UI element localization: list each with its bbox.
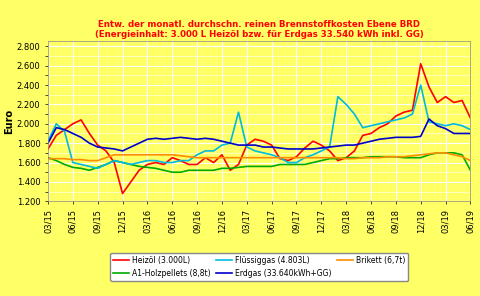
Title: Entw. der monatl. durchschn. reinen Brennstoffkosten Ebene BRD
(Energieinhalt: 3: Entw. der monatl. durchschn. reinen Bren… xyxy=(95,20,423,39)
Heizöl (3.000L) xyxy=(252,138,258,141)
A1-Holzpellets (8,8t) xyxy=(277,163,283,166)
A1-Holzpellets (8,8t) xyxy=(252,165,258,168)
Heizöl (3.000L) xyxy=(78,118,84,122)
Line: A1-Holzpellets (8,8t): A1-Holzpellets (8,8t) xyxy=(48,153,470,172)
Flüssiggas (4.803L) xyxy=(418,83,423,87)
Erdgas (33.640kWh+GG) xyxy=(468,132,473,135)
Brikett (6,7t) xyxy=(86,159,92,163)
Erdgas (33.640kWh+GG) xyxy=(310,147,316,151)
Brikett (6,7t) xyxy=(45,157,51,160)
Heizöl (3.000L) xyxy=(310,139,316,143)
Line: Brikett (6,7t): Brikett (6,7t) xyxy=(48,153,470,161)
Brikett (6,7t) xyxy=(78,158,84,161)
A1-Holzpellets (8,8t) xyxy=(327,157,333,160)
Erdgas (33.640kWh+GG) xyxy=(120,149,125,153)
Erdgas (33.640kWh+GG) xyxy=(426,117,432,121)
Brikett (6,7t) xyxy=(203,156,208,160)
Heizöl (3.000L) xyxy=(45,147,51,151)
A1-Holzpellets (8,8t) xyxy=(310,161,316,164)
Brikett (6,7t) xyxy=(468,159,473,163)
Flüssiggas (4.803L) xyxy=(327,145,333,149)
Erdgas (33.640kWh+GG) xyxy=(45,141,51,145)
Flüssiggas (4.803L) xyxy=(277,156,283,160)
Erdgas (33.640kWh+GG) xyxy=(203,136,208,140)
Heizöl (3.000L) xyxy=(120,192,125,195)
Brikett (6,7t) xyxy=(277,156,283,160)
A1-Holzpellets (8,8t) xyxy=(45,156,51,160)
Heizöl (3.000L) xyxy=(468,116,473,120)
Heizöl (3.000L) xyxy=(203,156,208,160)
Heizöl (3.000L) xyxy=(418,62,423,65)
Flüssiggas (4.803L) xyxy=(310,153,316,157)
Brikett (6,7t) xyxy=(327,156,333,160)
Brikett (6,7t) xyxy=(252,156,258,160)
Flüssiggas (4.803L) xyxy=(252,149,258,153)
Y-axis label: Euro: Euro xyxy=(4,109,14,134)
A1-Holzpellets (8,8t) xyxy=(434,151,440,155)
Erdgas (33.640kWh+GG) xyxy=(78,136,84,139)
Line: Flüssiggas (4.803L): Flüssiggas (4.803L) xyxy=(48,85,470,168)
A1-Holzpellets (8,8t) xyxy=(78,167,84,170)
Flüssiggas (4.803L) xyxy=(78,163,84,166)
Flüssiggas (4.803L) xyxy=(95,167,101,170)
Brikett (6,7t) xyxy=(434,151,440,155)
Flüssiggas (4.803L) xyxy=(203,149,208,153)
Erdgas (33.640kWh+GG) xyxy=(277,146,283,150)
Erdgas (33.640kWh+GG) xyxy=(327,145,333,149)
Flüssiggas (4.803L) xyxy=(45,139,51,143)
Flüssiggas (4.803L) xyxy=(468,128,473,131)
Line: Heizöl (3.000L): Heizöl (3.000L) xyxy=(48,64,470,194)
Brikett (6,7t) xyxy=(310,156,316,160)
Legend: Heizöl (3.000L), A1-Holzpellets (8,8t), Flüssiggas (4.803L), Erdgas (33.640kWh+G: Heizöl (3.000L), A1-Holzpellets (8,8t), … xyxy=(110,253,408,281)
A1-Holzpellets (8,8t) xyxy=(203,168,208,172)
Line: Erdgas (33.640kWh+GG): Erdgas (33.640kWh+GG) xyxy=(48,119,470,151)
A1-Holzpellets (8,8t) xyxy=(169,170,175,174)
A1-Holzpellets (8,8t) xyxy=(468,168,473,172)
Erdgas (33.640kWh+GG) xyxy=(252,143,258,147)
Heizöl (3.000L) xyxy=(277,157,283,160)
Heizöl (3.000L) xyxy=(327,149,333,153)
